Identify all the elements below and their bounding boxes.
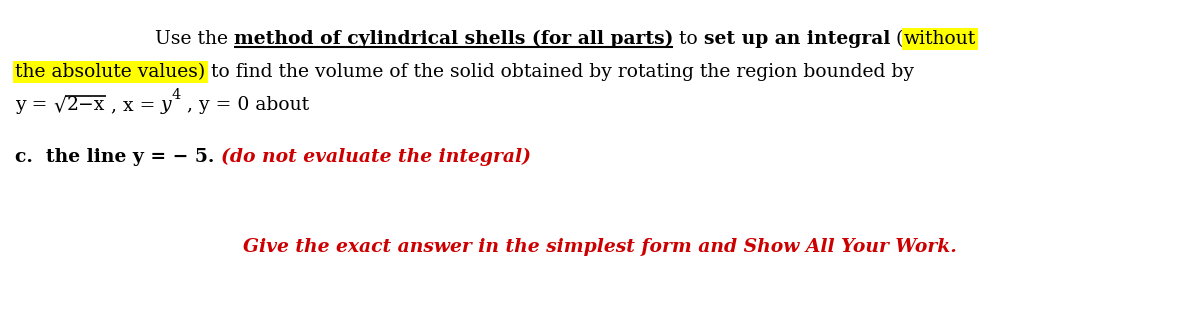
Text: (: ( <box>890 30 904 48</box>
Text: y: y <box>161 96 172 114</box>
Text: Use the: Use the <box>155 30 234 48</box>
Text: c.  the line y = − 5.: c. the line y = − 5. <box>14 148 221 166</box>
Text: 2−x: 2−x <box>66 96 104 114</box>
Text: without: without <box>904 30 976 48</box>
Text: method of cylindrical shells (for all parts): method of cylindrical shells (for all pa… <box>234 30 673 48</box>
Text: , y = 0 about: , y = 0 about <box>181 96 310 114</box>
Text: y =: y = <box>14 96 53 114</box>
Text: Give the exact answer in the simplest form and Show All Your Work.: Give the exact answer in the simplest fo… <box>244 238 956 256</box>
Text: to find the volume of the solid obtained by rotating the region bounded by: to find the volume of the solid obtained… <box>205 63 914 81</box>
Text: √: √ <box>53 96 66 115</box>
Text: , x =: , x = <box>104 96 161 114</box>
Text: the absolute values): the absolute values) <box>14 63 205 81</box>
Text: 4: 4 <box>172 88 181 102</box>
Text: to: to <box>673 30 704 48</box>
Text: set up an integral: set up an integral <box>704 30 890 48</box>
Text: (do not evaluate the integral): (do not evaluate the integral) <box>221 148 530 166</box>
